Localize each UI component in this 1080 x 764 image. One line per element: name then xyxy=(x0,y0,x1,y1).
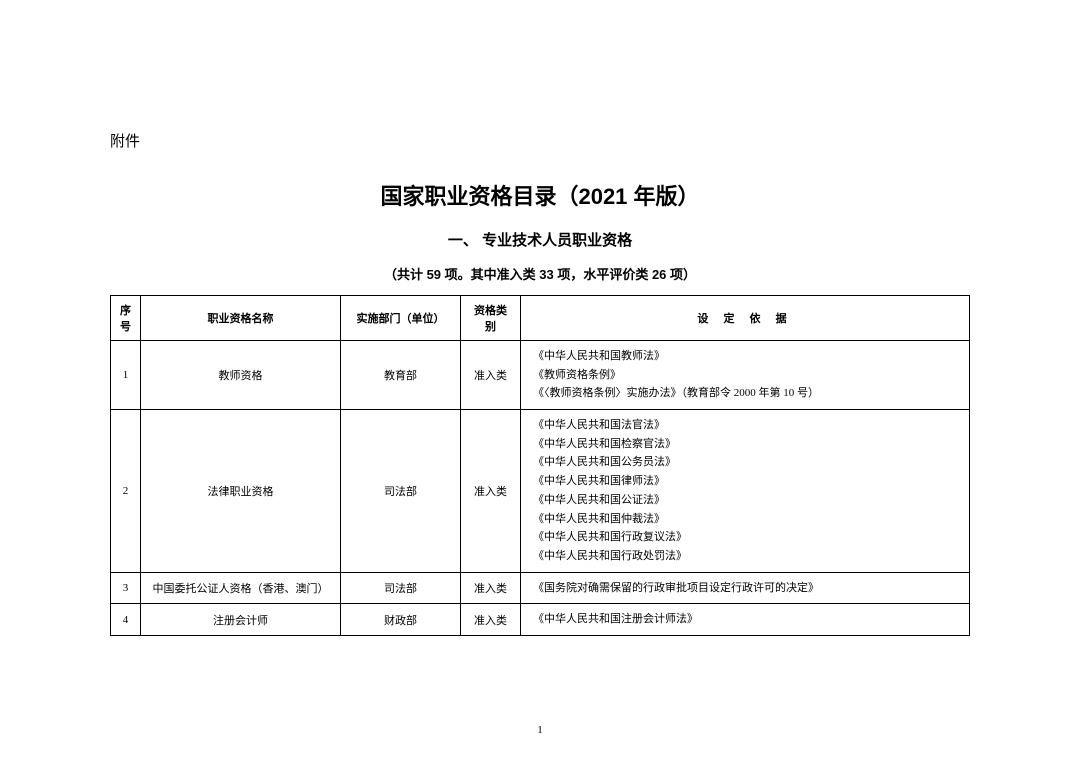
qualification-table: 序号 职业资格名称 实施部门（单位） 资格类别 设 定 依 据 1教师资格教育部… xyxy=(110,295,970,636)
cell-seq: 2 xyxy=(111,410,141,573)
section-title: 一、 专业技术人员职业资格 xyxy=(110,229,970,250)
basis-line: 《中华人民共和国行政复议法》 xyxy=(533,528,961,547)
basis-line: 《中华人民共和国公证法》 xyxy=(533,491,961,510)
basis-line: 《中华人民共和国公务员法》 xyxy=(533,453,961,472)
cell-category: 准入类 xyxy=(461,410,521,573)
attachment-label: 附件 xyxy=(110,130,970,151)
cell-seq: 3 xyxy=(111,572,141,604)
cell-dept: 司法部 xyxy=(341,572,461,604)
cell-name: 教师资格 xyxy=(141,341,341,410)
cell-dept: 财政部 xyxy=(341,604,461,636)
cell-dept: 教育部 xyxy=(341,341,461,410)
cell-category: 准入类 xyxy=(461,572,521,604)
table-header-row: 序号 职业资格名称 实施部门（单位） 资格类别 设 定 依 据 xyxy=(111,296,970,341)
header-category: 资格类别 xyxy=(461,296,521,341)
cell-category: 准入类 xyxy=(461,341,521,410)
basis-line: 《教师资格条例》 xyxy=(533,366,961,385)
cell-seq: 4 xyxy=(111,604,141,636)
cell-basis: 《中华人民共和国注册会计师法》 xyxy=(521,604,970,636)
cell-category: 准入类 xyxy=(461,604,521,636)
table-row: 1教师资格教育部准入类《中华人民共和国教师法》《教师资格条例》《〈教师资格条例〉… xyxy=(111,341,970,410)
table-row: 2法律职业资格司法部准入类《中华人民共和国法官法》《中华人民共和国检察官法》《中… xyxy=(111,410,970,573)
cell-basis: 《中华人民共和国法官法》《中华人民共和国检察官法》《中华人民共和国公务员法》《中… xyxy=(521,410,970,573)
table-row: 4注册会计师财政部准入类《中华人民共和国注册会计师法》 xyxy=(111,604,970,636)
cell-name: 注册会计师 xyxy=(141,604,341,636)
basis-line: 《中华人民共和国教师法》 xyxy=(533,347,961,366)
cell-dept: 司法部 xyxy=(341,410,461,573)
basis-line: 《中华人民共和国仲裁法》 xyxy=(533,510,961,529)
header-seq: 序号 xyxy=(111,296,141,341)
basis-line: 《〈教师资格条例〉实施办法》（教育部令 2000 年第 10 号） xyxy=(533,384,961,403)
basis-line: 《中华人民共和国注册会计师法》 xyxy=(533,610,961,629)
table-row: 3中国委托公证人资格（香港、澳门）司法部准入类《国务院对确需保留的行政审批项目设… xyxy=(111,572,970,604)
cell-name: 法律职业资格 xyxy=(141,410,341,573)
cell-name: 中国委托公证人资格（香港、澳门） xyxy=(141,572,341,604)
page-number: 1 xyxy=(537,724,543,736)
basis-line: 《中华人民共和国行政处罚法》 xyxy=(533,547,961,566)
header-name: 职业资格名称 xyxy=(141,296,341,341)
subtitle: （共计 59 项。其中准入类 33 项，水平评价类 26 项） xyxy=(110,264,970,283)
basis-line: 《中华人民共和国检察官法》 xyxy=(533,435,961,454)
basis-line: 《中华人民共和国法官法》 xyxy=(533,416,961,435)
basis-line: 《中华人民共和国律师法》 xyxy=(533,472,961,491)
cell-basis: 《中华人民共和国教师法》《教师资格条例》《〈教师资格条例〉实施办法》（教育部令 … xyxy=(521,341,970,410)
basis-line: 《国务院对确需保留的行政审批项目设定行政许可的决定》 xyxy=(533,579,961,598)
header-dept: 实施部门（单位） xyxy=(341,296,461,341)
main-title: 国家职业资格目录（2021 年版） xyxy=(110,179,970,211)
cell-basis: 《国务院对确需保留的行政审批项目设定行政许可的决定》 xyxy=(521,572,970,604)
cell-seq: 1 xyxy=(111,341,141,410)
table-body: 1教师资格教育部准入类《中华人民共和国教师法》《教师资格条例》《〈教师资格条例〉… xyxy=(111,341,970,636)
header-basis: 设 定 依 据 xyxy=(521,296,970,341)
